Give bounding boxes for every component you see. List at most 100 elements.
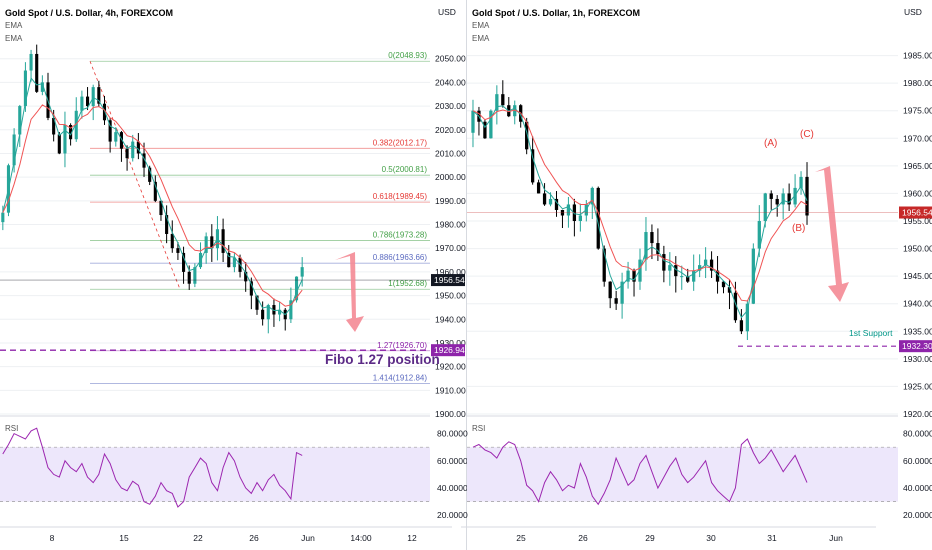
y-tick-label: 1955.00 [903,216,932,226]
right-price-grid [467,55,898,415]
fibo-price-label: 1926.94 [434,345,465,355]
candle [542,193,547,205]
candle [745,303,750,332]
rsi-line [472,438,808,506]
candle [489,110,493,139]
left-time-axis[interactable]: 8 15 22 26 Jun 14:00 12 [0,526,452,543]
candle [656,243,660,255]
x-tick-label: Jun [829,533,843,543]
candle [620,281,624,304]
candle [727,287,732,293]
y-tick-label: 1920.00 [435,362,466,372]
right-price-axis[interactable]: 1985.00 1980.00 1975.00 1970.00 1965.00 1960.… [467,51,932,419]
y-tick-label: 1945.00 [903,271,932,281]
candle [799,176,803,188]
right-time-axis[interactable]: 25 26 29 30 31 Jun [461,526,876,543]
right-emas [472,105,808,319]
candle [698,265,702,271]
candle [650,232,654,244]
down-arrow-right [815,166,849,302]
fibo-price-tag [431,344,465,357]
left-unit-label: USD [438,7,456,17]
candle [548,198,553,205]
ema-line [2,76,303,316]
y-tick-label: 1950.00 [435,291,466,301]
fib-level-label: 0.382(2012.17) [373,138,428,147]
fib-level-label: 1.27(1926.70) [377,341,427,350]
candle [278,309,282,315]
fibo-annotation: Fibo 1.27 position [325,352,440,367]
right-ema-label-1: EMA [472,21,490,30]
x-tick-label: 29 [645,533,655,543]
candle [182,252,186,272]
candle [294,276,299,301]
candle [662,254,666,271]
right-chart-title: Gold Spot / U.S. Dollar, 1h, FOREXCOM [472,8,640,18]
y-tick-label: 1910.00 [435,385,466,395]
candle [176,248,180,253]
candle [108,120,112,142]
candle [578,215,582,221]
left-ema-label-2: EMA [5,34,23,43]
candle [751,248,755,304]
candle [632,270,636,282]
rsi-tick-label: 60.0000 [903,456,932,466]
y-tick-label: 2020.00 [435,125,466,135]
left-rsi-pane: 80.0000 60.0000 40.0000 20.0000 [0,415,468,520]
candle [119,132,123,149]
left-price-axis[interactable]: 2050.00 2040.00 2030.00 2020.00 2010.00 2000.… [0,54,466,419]
candle [261,309,265,320]
ema-line [472,109,808,302]
left-chart-title: Gold Spot / U.S. Dollar, 4h, FOREXCOM [5,8,173,18]
last-price-label: 1956.54 [902,208,932,218]
candle [18,106,22,135]
candle [12,134,16,166]
left-rsi-label: RSI [5,424,18,433]
y-tick-label: 1960.00 [903,188,932,198]
y-tick-label: 1925.00 [903,381,932,391]
candle [680,276,684,278]
y-tick-label: 1970.00 [903,133,932,143]
y-tick-label: 1965.00 [903,161,932,171]
candle [244,271,248,282]
candle [40,82,44,92]
candle [153,181,157,201]
candle [554,198,559,210]
candle [29,53,33,71]
y-tick-label: 1950.00 [903,244,932,254]
y-tick-label: 1980.00 [435,220,466,230]
candle [769,193,773,199]
x-tick-label: Jun [301,533,315,543]
left-fib-levels: 0(2048.93) 0.382(2012.17) 0.5(2000.81) 0.61… [0,51,430,384]
candle [232,257,236,268]
y-tick-label: 1920.00 [903,409,932,419]
candle [204,236,208,253]
rsi-band [467,447,898,502]
candle [501,94,505,106]
wave-label-b: (B) [792,223,805,234]
candle [187,271,191,284]
candle [159,200,163,216]
y-tick-label: 2010.00 [435,148,466,158]
y-tick-label: 1975.00 [903,106,932,116]
candle [114,132,118,142]
candle [125,148,129,159]
left-emas [2,76,303,316]
candle [165,215,169,234]
candle [35,53,39,92]
candle [136,141,140,154]
right-rsi-pane: 80.0000 60.0000 40.0000 20.0000 [467,415,932,520]
candle [193,267,197,284]
left-price-grid [0,58,430,415]
x-tick-label: 8 [50,533,55,543]
candle [781,193,785,205]
candle [102,103,107,121]
candle [69,125,73,140]
candle [91,87,95,107]
candle [709,259,714,271]
candle [210,236,214,249]
candle [289,300,293,320]
candle [530,149,535,183]
y-tick-label: 2050.00 [435,54,466,64]
